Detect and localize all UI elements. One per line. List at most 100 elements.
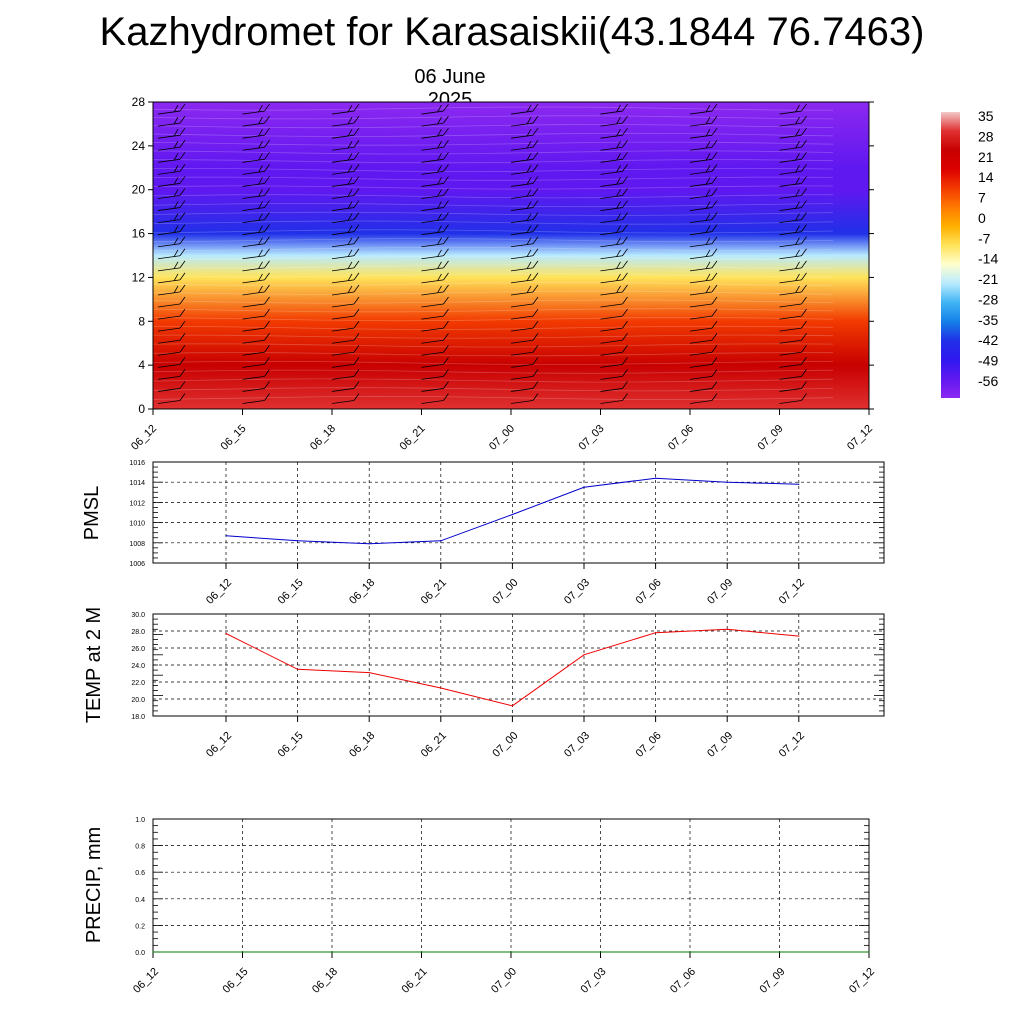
wind-barb — [689, 267, 713, 272]
wind-barb-flag — [437, 104, 442, 113]
wind-barb-flag — [264, 140, 270, 148]
wind-barb — [157, 267, 181, 272]
wind-barb-flag — [353, 284, 360, 293]
wind-barb — [157, 327, 181, 332]
wind-barb-flag — [443, 200, 449, 208]
wind-barb-flag — [443, 284, 449, 293]
wind-barb — [779, 267, 802, 272]
wind-barb — [331, 255, 355, 260]
colorbar-label: 28 — [978, 128, 994, 144]
wind-barb-flag — [179, 272, 186, 281]
wind-barb — [242, 170, 265, 175]
wind-barb-flag — [264, 272, 270, 281]
wind-barb-flag — [795, 189, 800, 197]
y-tick-label: 26.0 — [131, 646, 145, 653]
wind-barb — [510, 279, 534, 284]
wind-barb — [331, 376, 355, 380]
wind-barb-flag — [801, 393, 807, 401]
chart-title: Kazhydromet for Karasaiskii(43.1844 76.7… — [99, 10, 925, 54]
wind-barb-flag — [179, 393, 186, 401]
wind-barb-flag — [711, 369, 718, 377]
wind-barb — [242, 231, 265, 236]
wind-barb-flag — [173, 213, 179, 221]
x-tick-label: 06_15 — [221, 966, 251, 996]
temp2m-panel: 18.0 20.0 22.0 24.0 26.0 28.0 30.0 06_12 06_15 06… — [83, 607, 885, 760]
wind-barb-flag — [622, 284, 628, 293]
wind-barb — [157, 303, 181, 308]
wind-barb-flag — [353, 248, 360, 257]
wind-barb — [600, 170, 623, 175]
wind-barb-flag — [622, 345, 628, 353]
wind-barb-flag — [705, 261, 711, 270]
wind-barb — [331, 279, 355, 284]
wind-barb-flag — [179, 296, 186, 305]
data-point — [726, 481, 728, 483]
wind-barb-flag — [622, 224, 628, 232]
wind-barb-flag — [353, 212, 360, 220]
y-tick-label: 1.0 — [135, 817, 145, 824]
wind-barb — [242, 110, 265, 115]
wind-barb — [242, 363, 265, 368]
x-tick-label: 07_09 — [705, 577, 735, 607]
contour-line — [152, 246, 834, 251]
wind-barb-flag — [705, 177, 711, 185]
wind-barb — [242, 267, 265, 272]
wind-barb — [157, 110, 181, 115]
x-tick-label: 06_18 — [347, 577, 377, 607]
wind-barb-flag — [258, 249, 263, 257]
wind-barb — [510, 303, 534, 308]
y-tick-label: 16 — [132, 227, 146, 241]
wind-barb — [600, 267, 623, 272]
colorbar-label: -14 — [978, 251, 998, 267]
y-tick-label: 0.2 — [135, 923, 145, 930]
wind-barb-flag — [711, 164, 718, 172]
wind-barb-flag — [532, 369, 539, 377]
wind-barb-flag — [179, 127, 186, 136]
wind-barb-flag — [622, 140, 628, 148]
wind-barb — [779, 134, 802, 139]
wind-barb — [421, 339, 444, 344]
wind-barb-flag — [264, 103, 270, 112]
data-point — [368, 543, 370, 545]
pmsl-panel: 1006 1008 1010 1012 1014 1016 06_12 06_15 06_18 0… — [81, 460, 885, 607]
contour-line — [152, 308, 834, 313]
wind-barb — [157, 243, 181, 248]
wind-barb-flag — [801, 236, 807, 244]
wind-barb — [157, 146, 181, 151]
y-tick-label: 1010 — [129, 521, 145, 528]
wind-barb-flag — [616, 249, 621, 257]
wind-barb — [421, 231, 444, 236]
wind-barb-flag — [264, 357, 270, 365]
contour-line — [152, 352, 834, 357]
wind-barb-flag — [622, 332, 628, 341]
x-tick-label: 07_00 — [490, 577, 520, 607]
wind-barb-flag — [622, 381, 628, 389]
wind-barb — [779, 158, 802, 163]
y-tick-label: 0.8 — [135, 844, 145, 851]
y-tick-label: 1012 — [129, 500, 145, 507]
wind-barb-flag — [532, 393, 539, 401]
wind-barb-flag — [532, 357, 539, 365]
wind-barb — [242, 243, 265, 248]
wind-barb-flag — [622, 115, 628, 124]
wind-barb-flag — [801, 320, 807, 329]
x-tick-label: 07_03 — [579, 966, 609, 996]
wind-barb-flag — [179, 308, 186, 317]
x-tick-label: 06_21 — [400, 966, 430, 996]
wind-barb-flag — [179, 152, 186, 160]
wind-barb — [779, 219, 802, 224]
x-tick-label: 07_03 — [562, 730, 592, 760]
data-point — [778, 951, 781, 953]
wind-barb-flag — [353, 296, 360, 305]
wind-barb-flag — [801, 308, 807, 317]
wind-barb-flag — [173, 261, 179, 270]
wind-barb — [510, 146, 534, 151]
wind-barb-flag — [437, 201, 442, 209]
wind-barb-flag — [443, 140, 449, 148]
wind-barb — [510, 231, 534, 236]
wind-barb — [779, 303, 802, 308]
wind-barb-flag — [622, 103, 628, 112]
wind-barb-flag — [711, 296, 718, 305]
wind-barb — [600, 134, 623, 139]
wind-barb — [600, 351, 623, 356]
